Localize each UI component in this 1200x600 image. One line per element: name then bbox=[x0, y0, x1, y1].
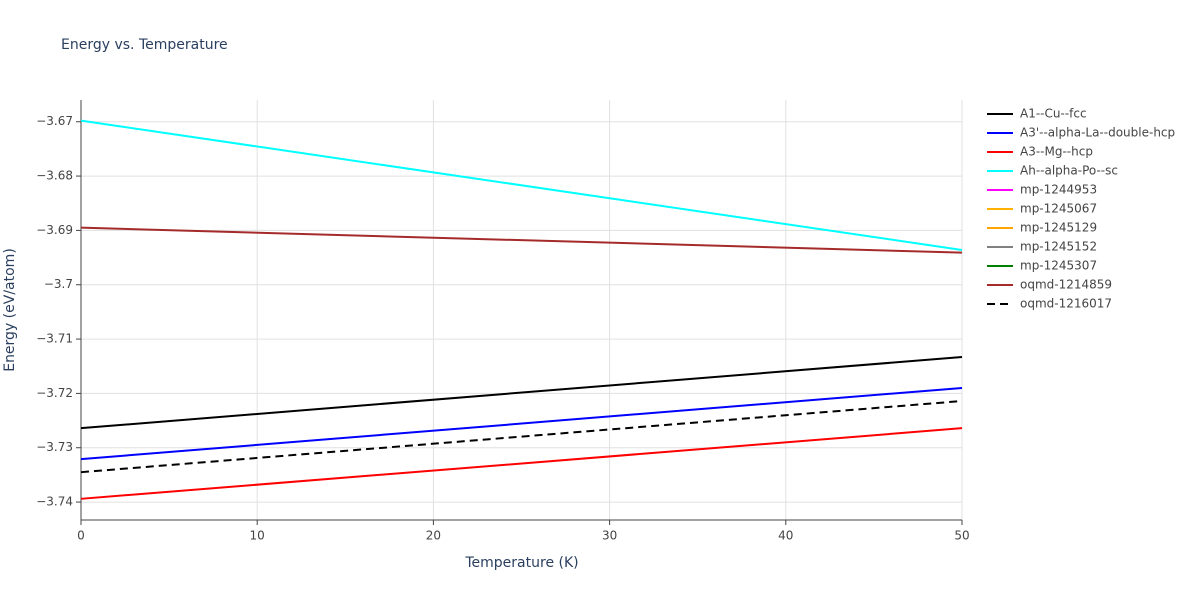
y-tick-label: −3.71 bbox=[36, 332, 73, 346]
x-tick-label: 40 bbox=[778, 529, 793, 543]
series-line bbox=[80, 427, 963, 500]
y-tick-label: −3.74 bbox=[36, 495, 73, 509]
y-tick-label: −3.72 bbox=[36, 386, 73, 400]
legend-label: oqmd-1214859 bbox=[1020, 278, 1112, 292]
legend-label: A1--Cu--fcc bbox=[1020, 107, 1087, 121]
legend-item: mp-1245129 bbox=[987, 221, 1097, 235]
legend-item: A3'--alpha-La--double-hcp bbox=[987, 126, 1175, 140]
y-tick-label: −3.68 bbox=[36, 169, 73, 183]
y-tick-label: −3.7 bbox=[44, 277, 73, 291]
legend-label: oqmd-1216017 bbox=[1020, 297, 1112, 311]
legend-item: oqmd-1216017 bbox=[987, 297, 1112, 311]
legend-label: A3'--alpha-La--double-hcp bbox=[1020, 126, 1175, 140]
series-line bbox=[80, 226, 963, 254]
y-tick-label: −3.67 bbox=[36, 114, 73, 128]
y-tick-label: −3.69 bbox=[36, 223, 73, 237]
x-tick-label: 30 bbox=[602, 529, 617, 543]
chart-title: Energy vs. Temperature bbox=[61, 37, 228, 53]
x-tick-label: 10 bbox=[250, 529, 265, 543]
legend-item: A1--Cu--fcc bbox=[987, 107, 1087, 121]
legend-item: A3--Mg--hcp bbox=[987, 145, 1093, 159]
legend-label: mp-1244953 bbox=[1020, 183, 1097, 197]
legend-label: A3--Mg--hcp bbox=[1020, 145, 1093, 159]
series-line bbox=[80, 356, 963, 430]
legend-item: Ah--alpha-Po--sc bbox=[987, 164, 1118, 178]
x-tick-label: 20 bbox=[426, 529, 441, 543]
legend-label: mp-1245152 bbox=[1020, 240, 1097, 254]
x-axis-label: Temperature (K) bbox=[464, 555, 578, 571]
legend-item: mp-1245307 bbox=[987, 259, 1097, 273]
y-axis-label: Energy (eV/atom) bbox=[2, 248, 18, 372]
legend-item: oqmd-1214859 bbox=[987, 278, 1112, 292]
legend-label: Ah--alpha-Po--sc bbox=[1020, 164, 1118, 178]
legend-item: mp-1245152 bbox=[987, 240, 1097, 254]
legend-label: mp-1245067 bbox=[1020, 202, 1097, 216]
series-line bbox=[80, 400, 963, 474]
legend-item: mp-1244953 bbox=[987, 183, 1097, 197]
series-line bbox=[80, 119, 963, 251]
y-tick-label: −3.73 bbox=[36, 440, 73, 454]
series-line bbox=[80, 386, 963, 461]
x-tick-label: 50 bbox=[954, 529, 969, 543]
legend-label: mp-1245129 bbox=[1020, 221, 1097, 235]
legend-label: mp-1245307 bbox=[1020, 259, 1097, 273]
x-tick-label: 0 bbox=[77, 529, 85, 543]
legend-item: mp-1245067 bbox=[987, 202, 1097, 216]
